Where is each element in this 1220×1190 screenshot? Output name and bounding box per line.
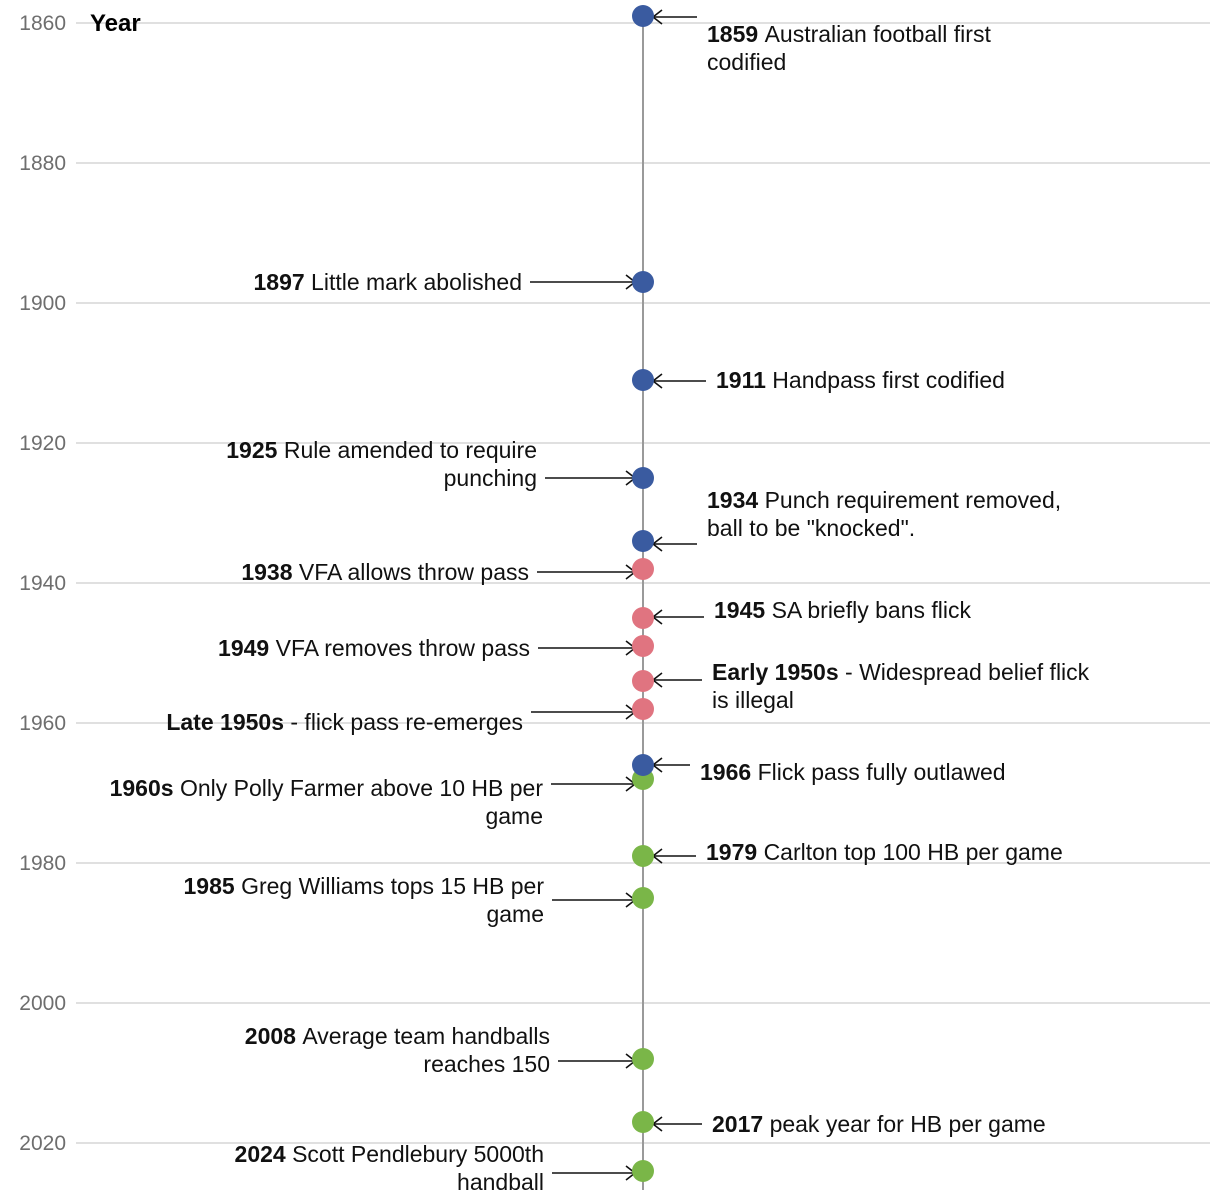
y-tick-label-1920: 1920 [19,432,66,455]
event-dot-1859 [632,5,654,27]
annotation-1911: 1911 Handpass first codified [716,367,1005,393]
annotation-1949: 1949 VFA removes throw pass [218,635,530,661]
y-tick-label-1880: 1880 [19,152,66,175]
arrow-1985 [552,892,637,908]
annotation-late-1950s: Late 1950s - flick pass re-emerges [166,709,523,735]
annotation-arrows [530,9,706,1181]
arrow-1911 [651,373,706,389]
arrow-1979 [651,848,696,864]
y-tick-label-2000: 2000 [19,992,66,1015]
y-tick-label-1900: 1900 [19,292,66,315]
arrow-2024 [552,1165,637,1181]
annotation-1938: 1938 VFA allows throw pass [241,559,529,585]
arrow-early-1950s [651,672,702,688]
event-dot-1938 [632,558,654,580]
annotation-1925: 1925 Rule amended to require punching [226,437,537,491]
annotation-1979: 1979 Carlton top 100 HB per game [706,839,1063,865]
event-dot-1966 [632,754,654,776]
annotation-1945: 1945 SA briefly bans flick [714,597,971,623]
arrow-1938 [537,564,637,580]
event-dot-1934 [632,530,654,552]
y-axis-title: Year [90,10,141,37]
event-dots [632,5,654,1182]
y-tick-label-1860: 1860 [19,12,66,35]
y-tick-label-1960: 1960 [19,712,66,735]
annotation-1897: 1897 Little mark abolished [253,269,522,295]
arrow-1934 [651,536,697,552]
arrow-1966 [651,757,690,773]
arrow-2017 [651,1116,702,1132]
event-dot-1945 [632,607,654,629]
annotation-1960s: 1960s Only Polly Farmer above 10 HB per g… [110,775,544,829]
arrow-late-1950s [531,704,637,720]
annotation-1966: 1966 Flick pass fully outlawed [700,759,1006,785]
annotation-2017: 2017 peak year for HB per game [712,1111,1046,1137]
arrow-1859 [651,9,697,25]
y-tick-label-2020: 2020 [19,1132,66,1155]
annotation-1859: 1859 Australian football first codified [707,21,991,75]
arrow-1925 [545,470,637,486]
annotation-labels: 1859 Australian football first codified 18… [110,21,1090,1190]
event-dot-1911 [632,369,654,391]
annotation-1985: 1985 Greg Williams tops 15 HB per game [184,873,545,927]
event-dot-2017 [632,1111,654,1133]
event-dot-2008 [632,1048,654,1070]
y-tick-label-1980: 1980 [19,852,66,875]
arrow-2008 [558,1053,637,1069]
event-dot-1925 [632,467,654,489]
annotation-2024: 2024 Scott Pendlebury 5000th handball [235,1141,544,1190]
y-tick-labels: 1860 1880 1900 1920 1940 1960 1980 2000 2020 [19,12,66,1155]
arrow-1897 [530,274,637,290]
annotation-2008: 2008 Average team handballs reaches 150 [245,1023,550,1077]
annotation-early-1950s: Early 1950s - Widespread belief flick is … [712,659,1090,713]
arrow-1945 [651,609,704,625]
event-dot-1985 [632,887,654,909]
event-dot-1949 [632,635,654,657]
event-dot-2024 [632,1160,654,1182]
event-dot-1897 [632,271,654,293]
annotation-1934: 1934 Punch requirement removed, ball to b… [707,487,1061,541]
arrow-1949 [538,640,637,656]
event-dot-1979 [632,845,654,867]
event-dot-late-1950s [632,698,654,720]
event-dot-early-1950s [632,670,654,692]
y-tick-label-1940: 1940 [19,572,66,595]
arrow-1960s [551,776,637,792]
